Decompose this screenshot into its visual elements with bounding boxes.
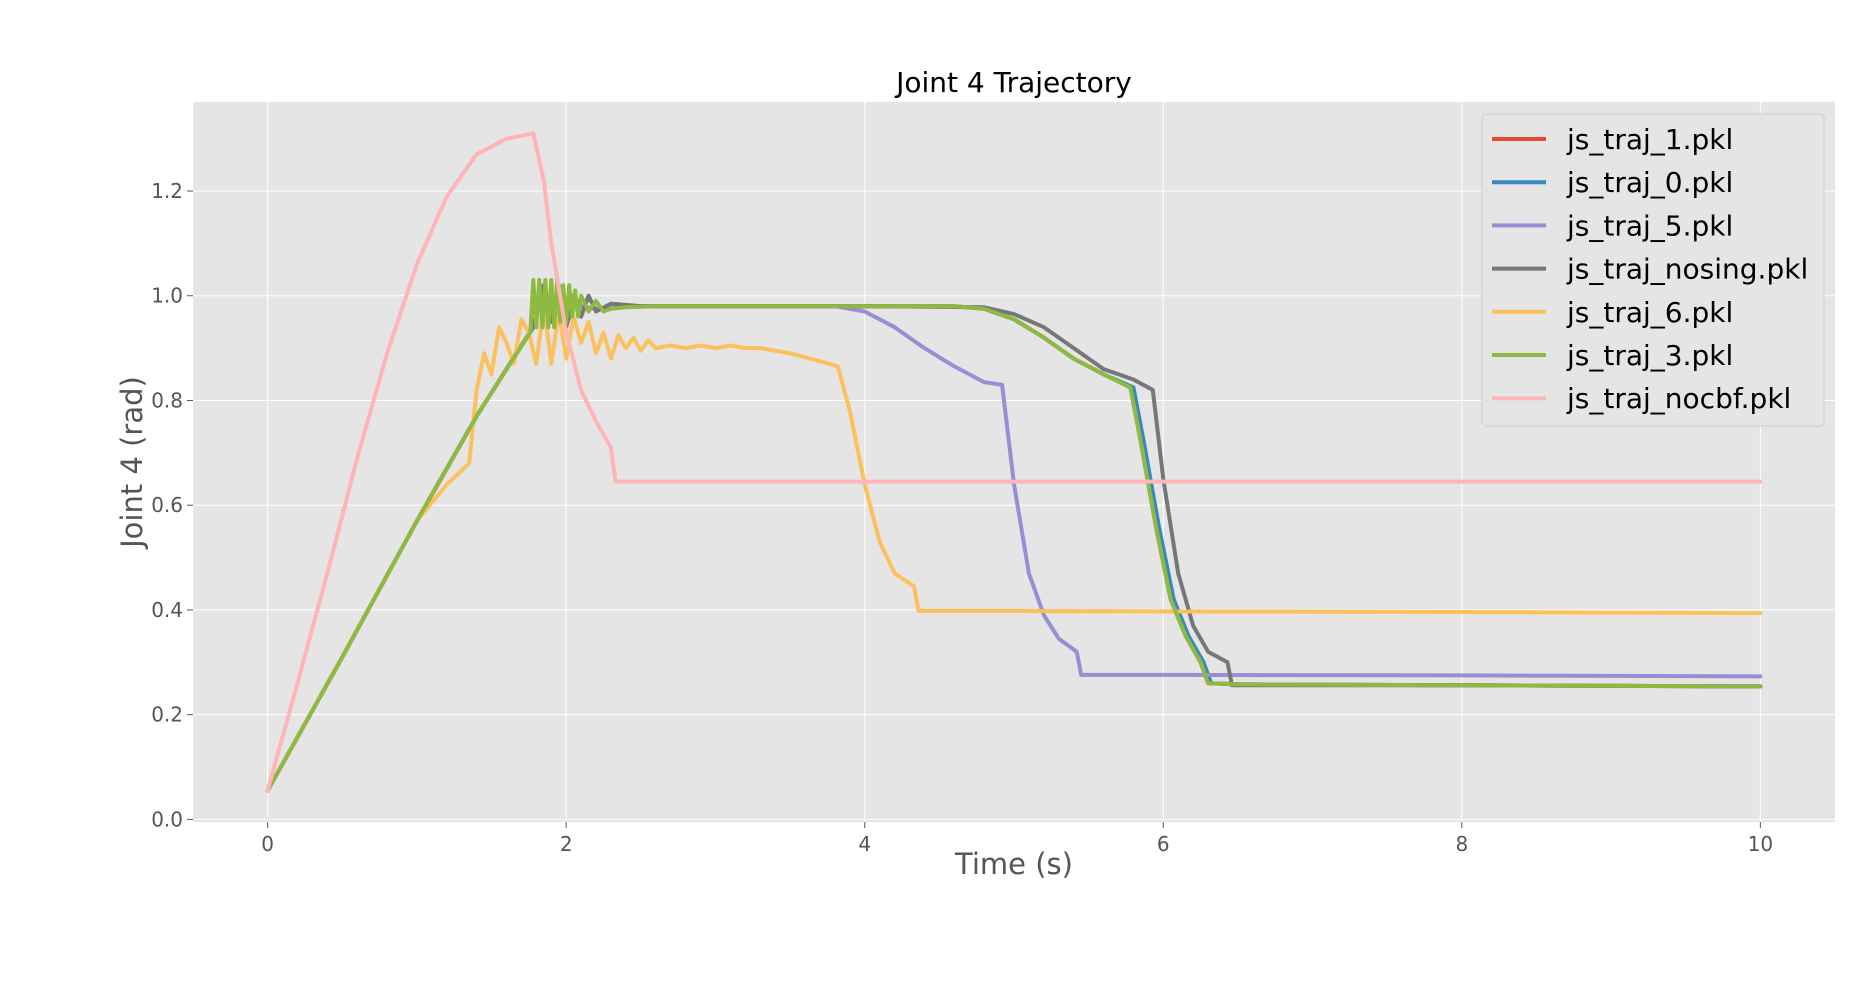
x-axis-label: Time (s) bbox=[954, 847, 1073, 881]
legend-entry-label: js_traj_nocbf.pkl bbox=[1566, 382, 1791, 415]
legend: js_traj_1.pkl js_traj_0.pkl js_traj_5.pklj… bbox=[1481, 113, 1825, 427]
legend-entry-label: js_traj_1.pkl bbox=[1566, 123, 1733, 156]
x-tick-label: 6 bbox=[1157, 832, 1170, 856]
x-tick-label: 10 bbox=[1748, 832, 1773, 856]
series-line-6 bbox=[265, 131, 1763, 793]
y-tick-label: 0.6 bbox=[151, 493, 183, 517]
x-tick-label: 8 bbox=[1455, 832, 1468, 856]
x-tick-label: 2 bbox=[560, 832, 573, 856]
y-tick-label: 1.2 bbox=[151, 179, 183, 203]
legend-entry-label: js_traj_3.pkl bbox=[1566, 339, 1733, 372]
y-tick-label: 0.0 bbox=[151, 807, 183, 831]
chart-title: Joint 4 Trajectory bbox=[894, 66, 1132, 99]
x-tick-label: 4 bbox=[858, 832, 871, 856]
series-lines bbox=[265, 131, 1763, 793]
y-axis-label: Joint 4 (rad) bbox=[115, 376, 149, 550]
legend-entry-label: js_traj_0.pkl bbox=[1566, 166, 1733, 199]
y-axis-ticks: 0.0 0.2 0.4 0.6 0.8 1.0 1.2 bbox=[151, 179, 193, 831]
legend-box bbox=[1481, 113, 1825, 427]
legend-entry-label: js_traj_5.pkl bbox=[1566, 209, 1733, 242]
series-line-4 bbox=[265, 304, 1763, 793]
legend-entry-label: js_traj_6.pkl bbox=[1566, 296, 1733, 329]
series-line-5 bbox=[265, 278, 1763, 793]
y-tick-label: 0.2 bbox=[151, 703, 183, 727]
x-axis-ticks: 0 2 4 6 8 10 bbox=[261, 822, 1773, 856]
y-tick-label: 0.8 bbox=[151, 388, 183, 412]
legend-entry-label: js_traj_nosing.pkl bbox=[1566, 253, 1808, 286]
x-tick-label: 0 bbox=[261, 832, 274, 856]
y-tick-label: 1.0 bbox=[151, 284, 183, 308]
y-tick-label: 0.4 bbox=[151, 598, 183, 622]
